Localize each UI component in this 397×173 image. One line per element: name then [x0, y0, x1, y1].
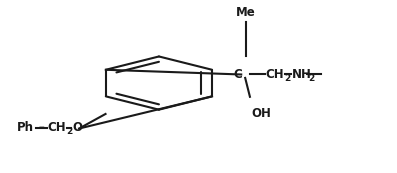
Text: CH: CH [47, 121, 66, 134]
Text: Me: Me [236, 6, 256, 19]
Text: NH: NH [291, 68, 311, 81]
Text: C: C [233, 68, 242, 81]
Text: O: O [72, 121, 82, 134]
Text: OH: OH [251, 107, 271, 120]
Text: 2: 2 [308, 74, 315, 83]
Text: CH: CH [266, 68, 284, 81]
Text: Ph: Ph [17, 121, 33, 134]
Text: 2: 2 [66, 127, 72, 136]
Text: 2: 2 [285, 74, 291, 83]
